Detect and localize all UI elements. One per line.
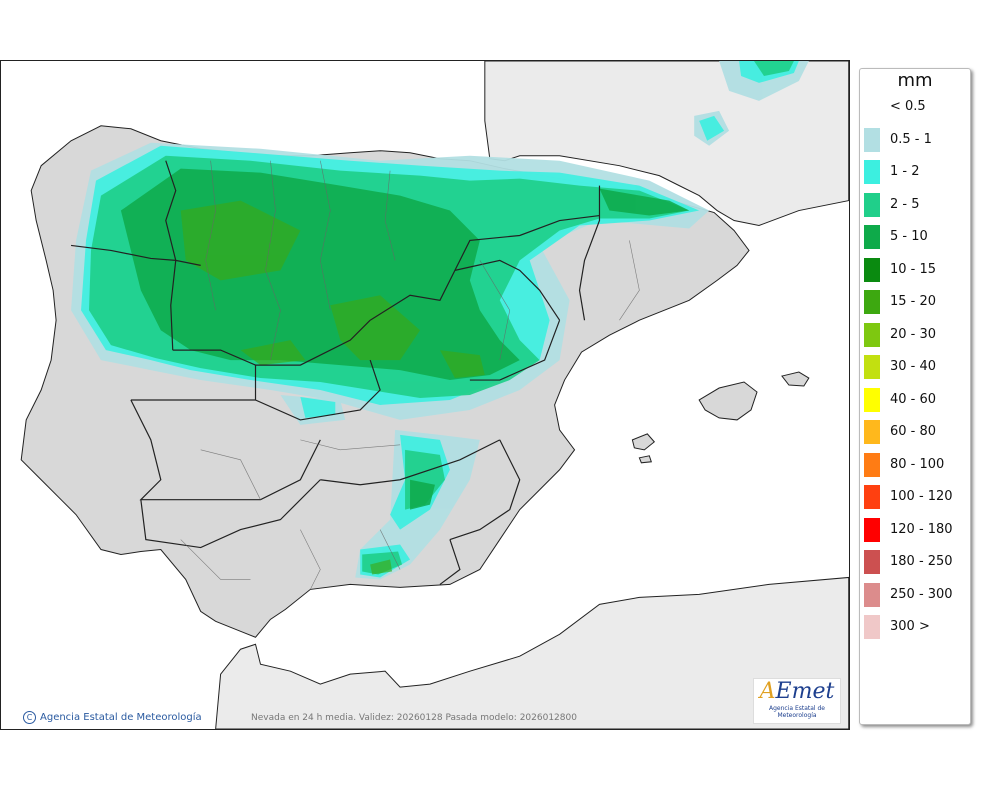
legend-label: 80 - 100 xyxy=(890,456,945,472)
legend-swatch xyxy=(864,452,880,477)
legend-swatch xyxy=(864,322,880,347)
province-borders xyxy=(180,160,640,590)
legend-label: 10 - 15 xyxy=(890,261,937,277)
legend-swatch xyxy=(864,225,880,249)
copyright-icon: C xyxy=(23,711,36,724)
legend-label: 1 - 2 xyxy=(890,164,920,179)
legend-item: 20 - 30 xyxy=(864,322,968,349)
legend-swatch xyxy=(864,582,880,607)
legend-item: 1 - 2 xyxy=(864,160,968,186)
logo-subtitle: Agencia Estatal de Meteorología xyxy=(768,705,825,719)
legend-label: < 0.5 xyxy=(890,99,926,114)
legend-label: 250 - 300 xyxy=(890,586,953,602)
legend-swatch xyxy=(864,550,880,574)
snow-15-20 xyxy=(180,200,485,575)
legend-swatch xyxy=(864,420,880,444)
legend-label: 5 - 10 xyxy=(890,229,928,244)
legend-label: 30 - 40 xyxy=(890,359,937,374)
legend-panel: mm < 0.5 0.5 - 1 1 - 2 2 - 5 5 - 10 10 - 15 15… xyxy=(859,68,971,725)
legend-item: 120 - 180 xyxy=(864,517,968,544)
credit-text: Agencia Estatal de Meteorología xyxy=(40,712,202,723)
region-borders xyxy=(70,160,601,585)
legend-item: 5 - 10 xyxy=(864,225,968,251)
legend-swatch xyxy=(864,387,880,412)
legend-item: 30 - 40 xyxy=(864,355,968,381)
legend-swatch xyxy=(864,290,880,314)
agency-credit: C Agencia Estatal de Meteorología xyxy=(23,711,202,724)
map-canvas xyxy=(1,61,849,729)
land-formentera xyxy=(638,455,652,464)
legend-swatch xyxy=(864,257,880,282)
legend-label: 120 - 180 xyxy=(890,521,953,537)
legend-label: 20 - 30 xyxy=(890,326,937,342)
logo-mark: AEmet xyxy=(759,679,835,704)
legend-swatch xyxy=(864,95,880,119)
legend-label: 180 - 250 xyxy=(890,554,953,569)
legend-item: 10 - 15 xyxy=(864,257,968,284)
legend-swatch xyxy=(864,517,880,542)
land-mallorca xyxy=(698,381,758,421)
legend-item: 80 - 100 xyxy=(864,452,968,479)
legend-label: 100 - 120 xyxy=(890,489,953,504)
map-caption: Nevada en 24 h media. Validez: 20260128 … xyxy=(251,713,577,723)
legend-item: 40 - 60 xyxy=(864,387,968,414)
land-africa xyxy=(215,576,849,729)
legend-label: 15 - 20 xyxy=(890,294,937,309)
aemet-logo: AEmet Agencia Estatal de Meteorología xyxy=(753,678,841,724)
legend-swatch xyxy=(864,192,880,217)
legend-label: 300 > xyxy=(890,619,930,634)
legend-label: 2 - 5 xyxy=(890,196,920,212)
legend-swatch xyxy=(864,485,880,509)
legend-item: < 0.5 xyxy=(864,95,968,121)
legend-label: 60 - 80 xyxy=(890,424,937,439)
legend-label: 40 - 60 xyxy=(890,391,937,407)
legend-item: 60 - 80 xyxy=(864,420,968,446)
land-ibiza xyxy=(631,433,656,451)
legend-item: 15 - 20 xyxy=(864,290,968,316)
legend-item: 250 - 300 xyxy=(864,582,968,609)
legend-swatch xyxy=(864,615,880,639)
legend-item: 2 - 5 xyxy=(864,192,968,219)
legend-swatch xyxy=(864,160,880,184)
legend-swatch xyxy=(864,127,880,152)
snowfall-map: C Agencia Estatal de Meteorología Nevada … xyxy=(0,60,850,730)
legend-unit: mm xyxy=(897,70,933,91)
legend-label: 0.5 - 1 xyxy=(890,131,932,147)
land-menorca xyxy=(781,371,810,387)
legend-item: 300 > xyxy=(864,615,968,641)
legend-item: 180 - 250 xyxy=(864,550,968,576)
legend-item: 0.5 - 1 xyxy=(864,127,968,154)
legend-swatch xyxy=(864,355,880,379)
legend-item: 100 - 120 xyxy=(864,485,968,511)
